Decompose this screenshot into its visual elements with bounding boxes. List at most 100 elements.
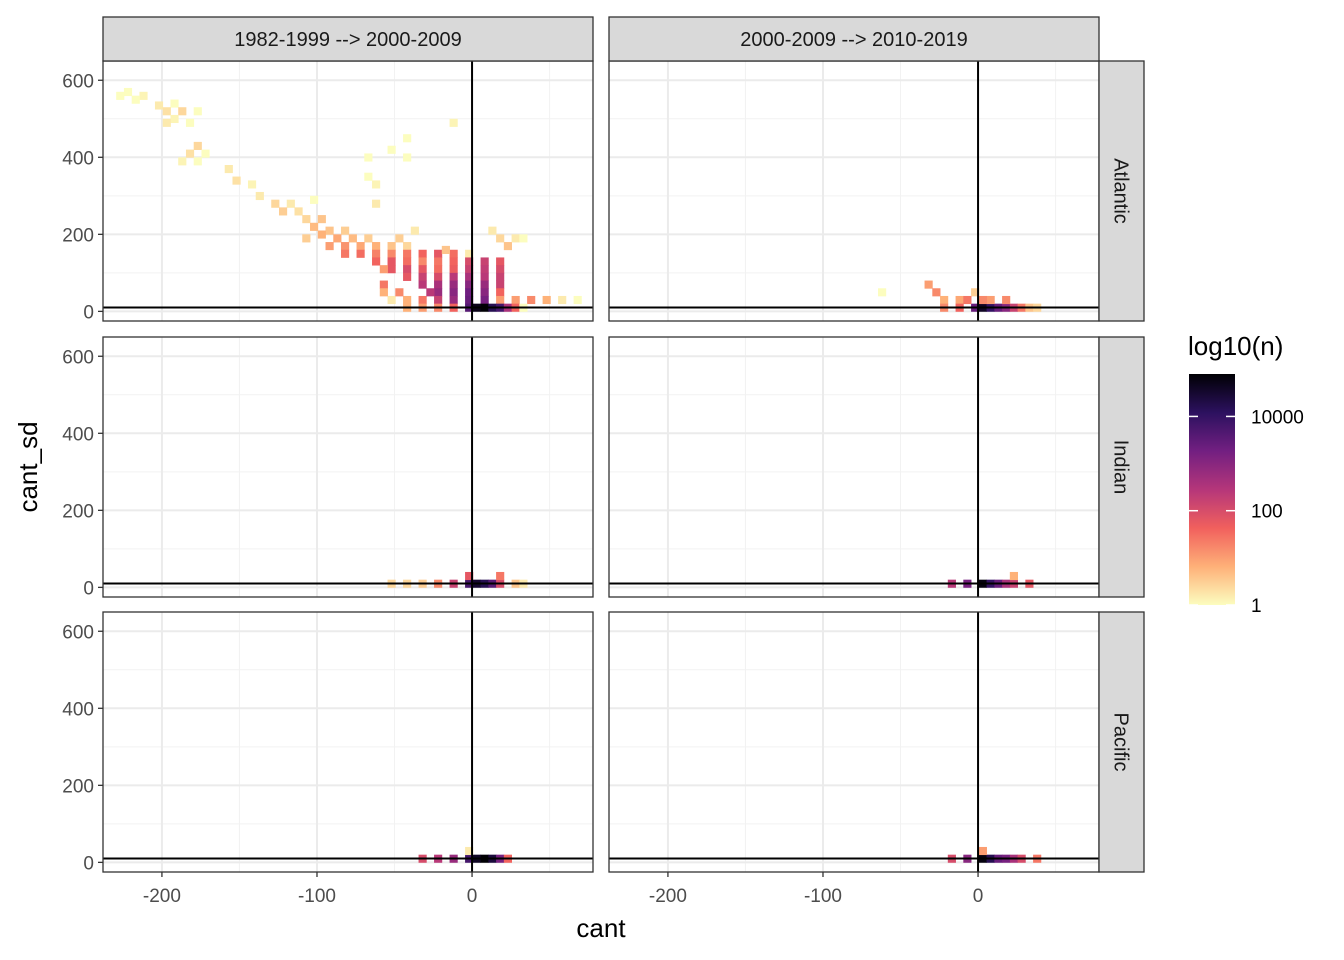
- heatmap-bin: [971, 288, 980, 297]
- heatmap-bin: [395, 288, 404, 297]
- panel-background: [609, 61, 1099, 321]
- strip-label-row: Indian: [1110, 440, 1132, 495]
- heatmap-bin: [341, 242, 350, 251]
- heatmap-bin: [932, 288, 941, 297]
- y-tick-label: 0: [83, 853, 94, 874]
- heatmap-bin: [372, 180, 381, 189]
- heatmap-bin: [356, 249, 365, 258]
- heatmap-bin: [418, 280, 427, 289]
- heatmap-bin: [465, 288, 474, 297]
- heatmap-bin: [418, 272, 427, 281]
- heatmap-bin: [434, 265, 443, 274]
- panel-pacific-1: [102, 611, 594, 873]
- heatmap-bin: [224, 165, 233, 174]
- heatmap-bin: [465, 846, 474, 856]
- heatmap-bin: [279, 207, 288, 216]
- heatmap-bin: [465, 280, 474, 289]
- heatmap-bin: [480, 288, 489, 297]
- panel-background: [103, 612, 593, 872]
- heatmap-bin: [170, 114, 179, 124]
- heatmap-bin: [480, 265, 489, 274]
- heatmap-bin: [201, 149, 210, 158]
- panel-background: [609, 337, 1099, 597]
- heatmap-bin: [255, 191, 264, 201]
- strip-right-background: [1098, 611, 1145, 873]
- heatmap-bin: [123, 87, 133, 97]
- heatmap-bin: [434, 288, 443, 297]
- heatmap-bin: [193, 107, 202, 116]
- heatmap-bin: [170, 99, 179, 108]
- heatmap-bin: [154, 101, 164, 110]
- y-tick-label: 0: [83, 302, 94, 323]
- heatmap-bin: [403, 242, 412, 251]
- heatmap-bin: [379, 280, 388, 289]
- strip-right-background: [1098, 60, 1145, 322]
- panel-pacific-2: [608, 611, 1100, 873]
- y-tick-label: 600: [62, 622, 94, 643]
- heatmap-bin: [139, 91, 148, 100]
- y-tick-label: 200: [62, 776, 94, 797]
- panel-background: [103, 337, 593, 597]
- heatmap-bin: [449, 272, 458, 281]
- heatmap-bin: [465, 265, 474, 274]
- heatmap-bin: [558, 295, 567, 305]
- heatmap-bin: [317, 230, 326, 239]
- heatmap-bin: [387, 257, 396, 266]
- heatmap-bin: [178, 157, 187, 166]
- heatmap-bin: [317, 215, 326, 224]
- y-tick-label: 400: [62, 699, 94, 720]
- x-tick-label: -200: [649, 886, 687, 907]
- y-tick-label: 600: [62, 347, 94, 368]
- heatmap-bin: [286, 199, 295, 208]
- heatmap-bin: [963, 295, 972, 305]
- heatmap-bin: [449, 118, 458, 127]
- strip-top-background: [102, 16, 594, 62]
- heatmap-bin: [387, 295, 396, 305]
- heatmap-bin: [434, 280, 443, 289]
- heatmap-bin: [302, 215, 311, 224]
- heatmap-bin: [465, 571, 474, 581]
- heatmap-bin: [940, 295, 949, 305]
- heatmap-bin: [418, 257, 427, 266]
- heatmap-bin: [178, 107, 187, 116]
- heatmap-bin: [356, 242, 365, 251]
- heatmap-bin: [496, 257, 505, 266]
- heatmap-bin: [387, 265, 396, 274]
- heatmap-bin: [162, 107, 171, 116]
- heatmap-bin: [511, 234, 520, 243]
- heatmap-bin: [503, 242, 512, 251]
- heatmap-bin: [441, 245, 450, 254]
- legend-break-label: 100: [1251, 502, 1283, 523]
- heatmap-bin: [387, 145, 396, 154]
- heatmap-bin: [465, 295, 474, 305]
- heatmap-bin: [302, 234, 311, 243]
- x-tick-label: -100: [298, 886, 336, 907]
- heatmap-bin: [480, 295, 489, 305]
- heatmap-bin: [496, 272, 505, 281]
- heatmap-bin: [542, 295, 551, 305]
- heatmap-bin: [978, 846, 987, 856]
- heatmap-bin: [511, 295, 520, 305]
- y-tick-label: 200: [62, 225, 94, 246]
- heatmap-bin: [364, 172, 373, 181]
- heatmap-bin: [426, 288, 435, 297]
- panels: [102, 60, 1100, 873]
- heatmap-bin: [434, 249, 443, 258]
- heatmap-bin: [185, 149, 195, 158]
- heatmap-bin: [449, 265, 458, 274]
- strip-label-column: 2000-2009 --> 2010-2019: [740, 29, 967, 51]
- heatmap-bin: [310, 195, 319, 204]
- axes: 0 200 400 600 0 200 400 600 0 200 400 600 -200 -100 0 -…: [62, 71, 983, 907]
- heatmap-bin: [496, 295, 505, 305]
- heatmap-bin: [1009, 571, 1018, 581]
- heatmap-bin: [878, 288, 887, 297]
- heatmap-bin: [527, 295, 536, 305]
- x-axis-title: cant: [576, 913, 626, 943]
- heatmap-bin: [465, 249, 474, 258]
- heatmap-bin: [496, 280, 505, 289]
- heatmap-bin: [1002, 295, 1011, 305]
- heatmap-bin: [325, 242, 334, 251]
- strip-right-background: [1098, 336, 1145, 598]
- heatmap-bin: [986, 295, 995, 305]
- heatmap-bin: [496, 571, 505, 581]
